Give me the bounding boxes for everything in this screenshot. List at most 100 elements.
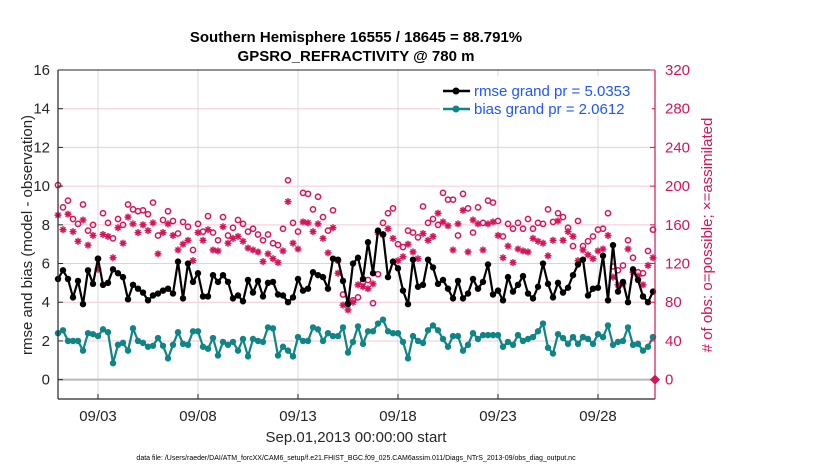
rmse-point — [579, 256, 587, 263]
rmse-point — [484, 261, 492, 268]
rmse-point — [539, 260, 547, 267]
bias-point — [109, 359, 117, 367]
asterisk-stroke — [449, 246, 457, 254]
rmse-point — [164, 285, 172, 292]
asterisk-stroke — [524, 248, 532, 255]
assimilated-point — [504, 242, 512, 250]
bias-point — [264, 324, 272, 331]
bias-point — [574, 340, 582, 348]
rmse-point — [154, 290, 162, 297]
assimilated-point — [604, 231, 612, 239]
rmse-point — [444, 285, 452, 292]
assimilated-point — [214, 247, 222, 255]
possible-point — [224, 232, 232, 239]
bias-point — [344, 349, 352, 356]
bias-point — [414, 337, 422, 345]
x-tick-label: 09/08 — [179, 408, 217, 425]
rmse-point — [134, 285, 142, 292]
asterisk-stroke — [434, 210, 442, 217]
possible-point — [124, 201, 132, 208]
possible-point — [239, 220, 247, 228]
rmse-point — [209, 271, 217, 279]
rmse-point — [89, 280, 97, 288]
assimilated-point — [544, 252, 552, 260]
asterisk-stroke — [599, 245, 607, 253]
assimilated-point — [129, 220, 137, 228]
asterisk-stroke — [154, 250, 162, 257]
bias-point — [579, 333, 587, 341]
rmse-point — [289, 294, 297, 301]
bias-point — [429, 322, 437, 329]
asterisk-stroke — [644, 262, 652, 269]
possible-point — [529, 225, 537, 233]
possible-point — [329, 206, 337, 214]
rmse-point — [199, 293, 207, 300]
chart-title-line1: Southern Hemisphere 16555 / 18645 = 88.7… — [190, 29, 522, 46]
assimilated-point — [599, 245, 607, 253]
bias-point — [409, 332, 417, 340]
possible-point — [154, 232, 162, 239]
rmse-point — [79, 300, 87, 308]
rmse-point — [374, 227, 382, 234]
bias-point — [369, 328, 377, 335]
asterisk-stroke — [569, 233, 577, 240]
bias-point — [629, 341, 637, 349]
possible-point — [204, 212, 212, 220]
rmse-point — [184, 260, 192, 267]
rmse-point — [464, 290, 472, 297]
possible-point — [389, 205, 397, 212]
rmse-point — [564, 284, 572, 291]
possible-point — [379, 219, 387, 227]
y-tick-label: 14 — [33, 101, 50, 118]
bias-point — [204, 345, 212, 352]
asterisk-stroke — [304, 219, 312, 226]
assimilated-point — [139, 221, 147, 229]
assimilated-point — [194, 229, 202, 237]
assimilated-point — [294, 245, 302, 253]
asterisk-stroke — [414, 255, 422, 262]
y2-tick-label: 120 — [665, 256, 690, 273]
asterisk-stroke — [439, 218, 447, 225]
rmse-point — [364, 239, 372, 246]
bias-point — [514, 331, 522, 339]
possible-point — [524, 215, 532, 223]
asterisk-stroke — [314, 220, 322, 227]
asterisk-stroke — [514, 245, 522, 253]
assimilated-point — [444, 222, 452, 230]
asterisk-stroke — [364, 285, 372, 292]
bias-point — [589, 340, 597, 348]
asterisk-stroke — [394, 257, 402, 264]
rmse-point — [129, 281, 137, 289]
rmse-point — [369, 270, 377, 277]
rmse-point — [264, 279, 272, 287]
y-tick-label: 4 — [42, 294, 50, 311]
assimilated-point — [344, 306, 352, 314]
bias-point — [234, 347, 242, 354]
bias-point — [324, 330, 332, 337]
asterisk-stroke — [159, 229, 167, 236]
assimilated-point — [314, 220, 322, 228]
asterisk-stroke — [114, 224, 122, 231]
possible-point — [304, 190, 312, 198]
possible-point — [374, 270, 382, 278]
possible-point — [194, 220, 202, 228]
asterisk-stroke — [174, 246, 182, 254]
bias-point — [239, 335, 247, 343]
bias-point — [259, 338, 267, 346]
assimilated-point — [409, 248, 417, 256]
asterisk-stroke — [274, 259, 282, 266]
rmse-point — [439, 276, 447, 284]
assimilated-point — [459, 206, 467, 214]
rmse-point — [404, 300, 412, 308]
bias-point — [454, 332, 462, 340]
assimilated-point — [179, 240, 187, 248]
asterisk-stroke — [604, 232, 612, 239]
bias-point — [159, 342, 167, 349]
possible-point — [319, 213, 327, 221]
bias-point — [274, 352, 282, 359]
rmse-point — [534, 283, 542, 290]
bias-point — [509, 341, 517, 349]
axes: 02468101214160408012016020024028032009/0… — [33, 62, 690, 425]
possible-point — [59, 204, 67, 211]
rmse-point — [524, 290, 532, 297]
